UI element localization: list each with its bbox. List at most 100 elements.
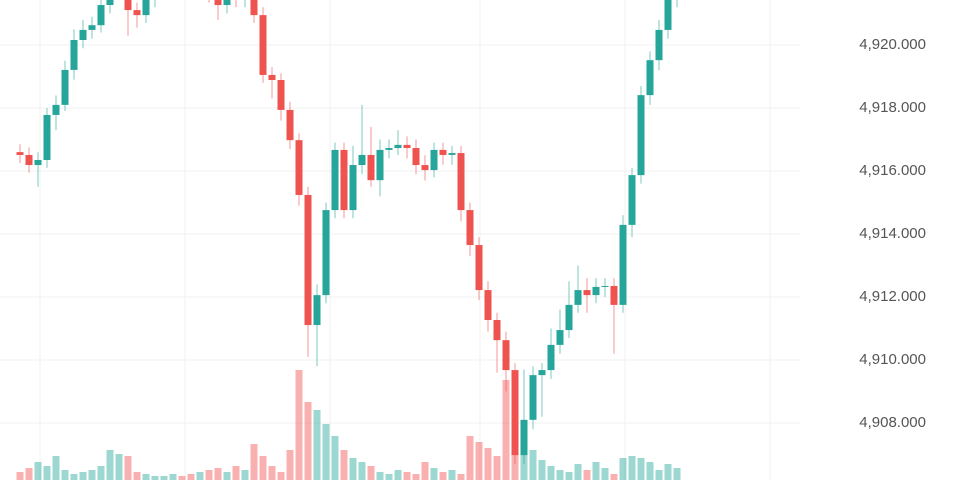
volume-bar — [214, 468, 222, 480]
candle-body — [610, 285, 618, 305]
candle-body — [376, 149, 384, 181]
candle-body — [331, 149, 339, 211]
volume-bar — [52, 456, 60, 480]
volume-bar — [610, 474, 618, 480]
candle-body — [502, 340, 510, 371]
volume-bar — [547, 466, 555, 480]
volume-bar — [106, 450, 114, 480]
volume-bar — [142, 474, 150, 480]
volume-bar — [205, 470, 213, 480]
volume-bar — [349, 458, 357, 480]
volume-bar — [439, 472, 447, 480]
volume-bar — [322, 424, 330, 480]
candle-body — [430, 149, 438, 171]
volume-bar — [655, 470, 663, 480]
candle-body — [133, 10, 141, 16]
volume-bar — [25, 468, 33, 480]
candle-body — [538, 370, 546, 376]
volume-bar — [556, 470, 564, 480]
y-tick-label: 4,910.000 — [859, 351, 926, 368]
volume-bar — [169, 474, 177, 480]
y-tick-label: 4,912.000 — [859, 288, 926, 305]
volume-bar — [430, 468, 438, 480]
y-tick-label: 4,908.000 — [859, 414, 926, 431]
candle-body — [466, 210, 474, 246]
volume-bar — [385, 474, 393, 480]
candle-body — [52, 104, 60, 115]
volume-bar — [70, 474, 78, 480]
candle-body — [448, 153, 456, 155]
candle-body — [97, 5, 105, 26]
y-tick-label: 4,914.000 — [859, 225, 926, 242]
volume-bar — [466, 436, 474, 480]
volume-bar — [592, 462, 600, 480]
candle-body — [70, 40, 78, 70]
candle-body — [79, 29, 87, 40]
candle-body — [637, 95, 645, 176]
volume-bar — [241, 470, 249, 480]
candle-body — [277, 80, 285, 110]
candle-body — [574, 290, 582, 305]
candle-body — [520, 419, 528, 456]
volume-bar — [277, 472, 285, 480]
candle-body — [547, 344, 555, 371]
volume-bar — [358, 462, 366, 480]
volume-bar — [628, 456, 636, 480]
candle-body — [475, 245, 483, 291]
volume-bar — [304, 402, 312, 480]
candle-body — [592, 286, 600, 296]
volume-bar — [367, 466, 375, 480]
candle-body — [25, 154, 33, 166]
candle-body — [313, 295, 321, 326]
candle-body — [484, 290, 492, 320]
volume-bar — [475, 442, 483, 480]
volume-bar — [583, 470, 591, 480]
volume-bar — [502, 380, 510, 480]
y-tick-label: 4,916.000 — [859, 162, 926, 179]
volume-bar — [259, 456, 267, 480]
candle-body — [457, 153, 465, 211]
candle-body — [367, 154, 375, 181]
candle-body — [511, 370, 519, 456]
candle-body — [556, 330, 564, 345]
candle-body — [61, 69, 69, 105]
volume-bar — [79, 472, 87, 480]
candle-body — [601, 285, 609, 287]
candle-body — [124, 0, 132, 11]
candle-body — [493, 320, 501, 341]
volume-bar — [115, 454, 123, 480]
candle-body — [358, 154, 366, 166]
volume-bar — [457, 474, 465, 480]
volume-bar — [412, 474, 420, 480]
candle-body — [565, 304, 573, 331]
candle-body — [295, 140, 303, 195]
vertical-grid — [39, 0, 771, 480]
volume-bar — [619, 458, 627, 480]
volume-bar — [376, 472, 384, 480]
volume-bar — [43, 466, 51, 480]
volume-bar — [673, 468, 681, 480]
candle-body — [421, 165, 429, 171]
candle-body — [43, 114, 51, 160]
candle-body — [322, 210, 330, 296]
candle-body — [286, 109, 294, 141]
candle-body — [259, 15, 267, 75]
volume-bar — [421, 462, 429, 480]
volume-bar — [250, 444, 258, 480]
volume-bar — [232, 466, 240, 480]
candle-body — [88, 25, 96, 30]
volume-bar — [331, 436, 339, 480]
volume-bar — [223, 472, 231, 480]
candle-body — [304, 194, 312, 326]
volume-bar — [340, 450, 348, 480]
candle-body — [394, 144, 402, 149]
candle-body — [214, 0, 222, 6]
candle-body — [106, 0, 114, 6]
volume-bar — [529, 450, 537, 480]
volume-bar — [88, 470, 96, 480]
volume-bar — [133, 472, 141, 480]
candle-body — [619, 224, 627, 305]
candle-body — [250, 0, 258, 16]
